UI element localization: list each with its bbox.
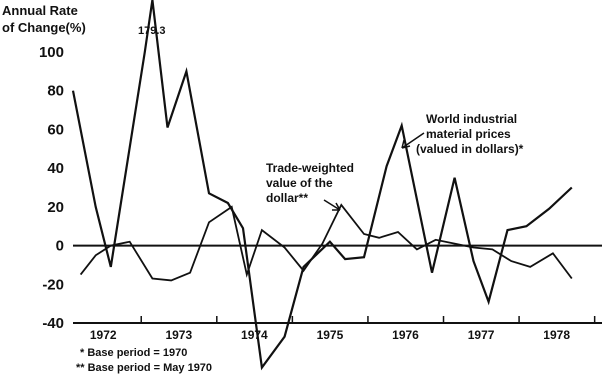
series-label-world-prices-line-2: material prices: [426, 127, 511, 141]
x-tick-label: 1973: [165, 328, 192, 342]
x-tick-label: 1978: [543, 328, 570, 342]
y-axis-title-line-1: Annual Rate: [2, 3, 78, 18]
peak-value-annotation: 179.3: [138, 25, 166, 37]
y-tick-label: -20: [42, 276, 64, 293]
x-tick-label: 1975: [317, 328, 344, 342]
series-label-dollar-line-1: Trade-weighted: [266, 161, 354, 175]
footnote-base-period-2: ** Base period = May 1970: [76, 362, 212, 374]
y-tick-label: 0: [56, 238, 64, 255]
series-layer: [71, 0, 573, 371]
y-tick-label: 80: [47, 83, 64, 100]
y-axis-title-line-2: of Change(%): [2, 20, 86, 35]
x-axis-ticks: 1972 1973 1974 1975 1976 1977 1978: [90, 316, 596, 342]
x-tick-label: 1976: [392, 328, 419, 342]
series-label-arrow-world-prices: [401, 132, 425, 149]
series-label-dollar-line-3: dollar**: [266, 191, 308, 205]
series-label-world-prices-line-1: World industrial: [426, 112, 517, 126]
y-tick-label: 20: [47, 199, 64, 216]
y-axis-ticks: 100 80 60 40 20 0 -20 -40: [39, 44, 64, 332]
series-line-dollar: [79, 203, 573, 282]
x-tick-label: 1977: [468, 328, 495, 342]
series-label-dollar-line-2: value of the: [266, 176, 333, 190]
y-tick-label: 60: [47, 121, 64, 138]
y-tick-label: 100: [39, 44, 64, 61]
x-tick-label: 1974: [241, 328, 268, 342]
y-tick-label: 40: [47, 160, 64, 177]
footnote-base-period-1: * Base period = 1970: [80, 347, 187, 359]
series-line-world-prices: [71, 0, 573, 371]
series-label-world-prices-line-3: (valued in dollars)*: [416, 142, 524, 156]
series-label-arrow-dollar: [323, 199, 341, 211]
x-tick-label: 1972: [90, 328, 117, 342]
y-tick-label: -40: [42, 315, 64, 332]
